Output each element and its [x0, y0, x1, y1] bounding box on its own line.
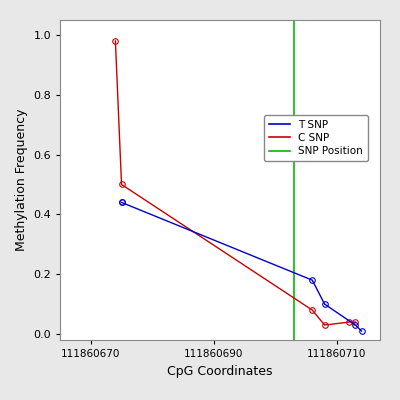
- X-axis label: CpG Coordinates: CpG Coordinates: [167, 364, 273, 378]
- Legend: T SNP, C SNP, SNP Position: T SNP, C SNP, SNP Position: [264, 115, 368, 162]
- Y-axis label: Methylation Frequency: Methylation Frequency: [15, 109, 28, 251]
